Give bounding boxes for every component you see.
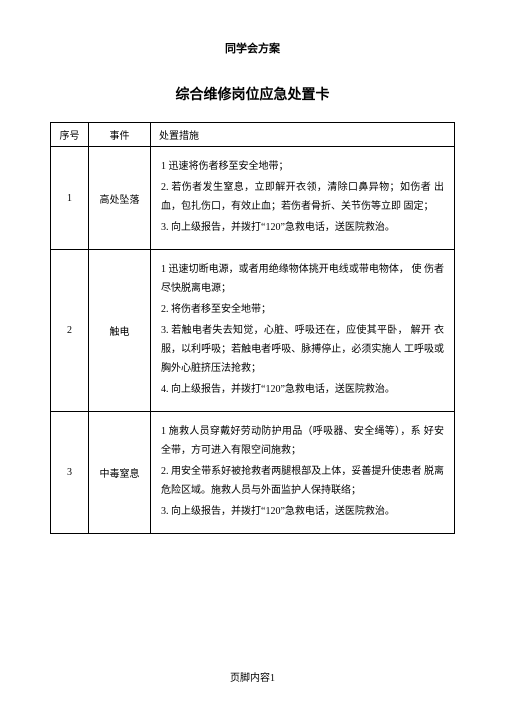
cell-seq: 2: [51, 250, 89, 412]
cell-measures: 1 迅速切断电源，或者用绝缘物体挑开电线或带电物体， 使 伤者尽快脱离电源； 2.…: [151, 250, 455, 412]
measure-line: 1 施救人员穿戴好劳动防护用品（呼吸器、安全绳等），系 好安全带，方可进入有限空…: [161, 422, 444, 460]
cell-event: 高处坠落: [89, 147, 151, 250]
col-header-measures: 处置措施: [151, 123, 455, 147]
page-header: 同学会方案: [50, 40, 455, 56]
measure-line: 2. 若伤者发生窒息，立即解开衣领，清除口鼻异物；如伤者 出血，包扎伤口，有效止…: [161, 178, 444, 216]
cell-event: 触电: [89, 250, 151, 412]
cell-seq: 1: [51, 147, 89, 250]
table-row: 3中毒窒息 1 施救人员穿戴好劳动防护用品（呼吸器、安全绳等），系 好安全带，方可…: [51, 412, 455, 534]
page-footer: 页脚内容1: [0, 669, 505, 684]
col-header-event: 事件: [89, 123, 151, 147]
measure-line: 3. 若触电者失去知觉，心脏、呼吸还在，应使其平卧， 解开 衣服，以利呼吸；若触…: [161, 321, 444, 378]
cell-event: 中毒窒息: [89, 412, 151, 534]
cell-measures: 1 施救人员穿戴好劳动防护用品（呼吸器、安全绳等），系 好安全带，方可进入有限空…: [151, 412, 455, 534]
table-header-row: 序号 事件 处置措施: [51, 123, 455, 147]
page-title: 综合维修岗位应急处置卡: [50, 84, 455, 104]
cell-seq: 3: [51, 412, 89, 534]
col-header-seq: 序号: [51, 123, 89, 147]
cell-measures: 1 迅速将伤者移至安全地带； 2. 若伤者发生窒息，立即解开衣领，清除口鼻异物；如…: [151, 147, 455, 250]
measure-line: 2. 用安全带系好被抢救者两腿根部及上体，妥善提升使患者 脱离危险区域。施救人员…: [161, 462, 444, 500]
measure-line: 3. 向上级报告，并拨打“120”急救电话，送医院救治。: [161, 218, 444, 237]
measure-line: 1 迅速将伤者移至安全地带；: [161, 157, 444, 176]
measure-line: 4. 向上级报告，并拨打“120”急救电话，送医院救治。: [161, 380, 444, 399]
emergency-table: 序号 事件 处置措施 1高处坠落 1 迅速将伤者移至安全地带； 2. 若伤者发生窒息…: [50, 122, 455, 534]
measure-line: 1 迅速切断电源，或者用绝缘物体挑开电线或带电物体， 使 伤者尽快脱离电源；: [161, 260, 444, 298]
measure-line: 3. 向上级报告，并拨打“120”急救电话，送医院救治。: [161, 502, 444, 521]
measure-line: 2. 将伤者移至安全地带；: [161, 300, 444, 319]
table-row: 2触电1 迅速切断电源，或者用绝缘物体挑开电线或带电物体， 使 伤者尽快脱离电源…: [51, 250, 455, 412]
table-row: 1高处坠落 1 迅速将伤者移至安全地带； 2. 若伤者发生窒息，立即解开衣领，清除口…: [51, 147, 455, 250]
